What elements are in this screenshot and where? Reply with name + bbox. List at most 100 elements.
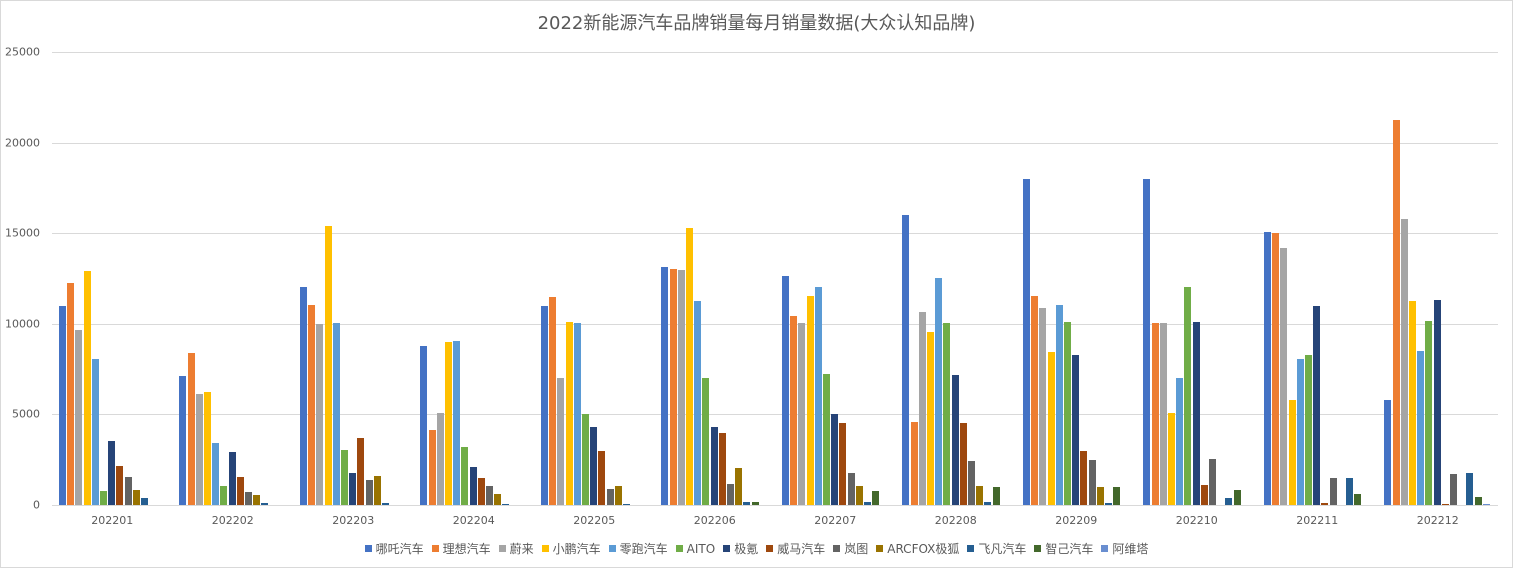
bar bbox=[831, 414, 839, 505]
bar bbox=[943, 323, 951, 505]
y-tick-label: 10000 bbox=[5, 317, 40, 331]
bar bbox=[1113, 487, 1121, 505]
x-tick-label: 202205 bbox=[573, 514, 616, 527]
bar bbox=[565, 322, 573, 505]
bar bbox=[212, 443, 220, 505]
bar bbox=[91, 358, 99, 505]
legend-item: 智己汽车 bbox=[1034, 540, 1093, 557]
y-tick-label: 15000 bbox=[5, 226, 40, 240]
bar bbox=[99, 491, 107, 505]
bar bbox=[1417, 350, 1425, 505]
bar bbox=[1482, 504, 1490, 505]
y-tick-label: 25000 bbox=[5, 45, 40, 59]
bar bbox=[187, 352, 195, 505]
bar bbox=[847, 472, 855, 505]
bar bbox=[1104, 503, 1112, 505]
bar bbox=[461, 447, 469, 505]
bar bbox=[357, 437, 365, 505]
legend-swatch-icon bbox=[431, 545, 439, 552]
bar bbox=[502, 504, 510, 505]
legend-swatch-icon bbox=[723, 545, 731, 552]
bar bbox=[195, 393, 203, 505]
bar bbox=[727, 483, 735, 505]
plot-area bbox=[52, 52, 1498, 505]
legend-swatch-icon bbox=[1101, 545, 1109, 552]
bar bbox=[204, 391, 212, 505]
legend-label: ARCFOX极狐 bbox=[887, 542, 960, 556]
bar bbox=[863, 502, 871, 505]
bar bbox=[1080, 451, 1088, 505]
bar bbox=[1321, 503, 1329, 505]
bar bbox=[365, 480, 373, 505]
x-tick-label: 202206 bbox=[693, 514, 736, 527]
bar bbox=[1159, 323, 1167, 505]
legend-label: 威马汽车 bbox=[777, 542, 826, 556]
legend: 哪吒汽车 理想汽车 蔚来 小鹏汽车 零跑汽车 AITO 极氪 威马汽车 岚图 ARCFOX极狐 飞凡… bbox=[0, 540, 1513, 557]
legend-swatch-icon bbox=[967, 545, 975, 552]
bar bbox=[1296, 358, 1304, 505]
bar bbox=[236, 477, 244, 505]
bar bbox=[486, 485, 494, 505]
bar bbox=[573, 323, 581, 505]
bar bbox=[420, 346, 428, 505]
bar bbox=[220, 485, 228, 505]
legend-label: 蔚来 bbox=[509, 542, 534, 556]
legend-item: 威马汽车 bbox=[766, 540, 825, 557]
legend-label: 小鹏汽车 bbox=[552, 542, 601, 556]
legend-label: 岚图 bbox=[844, 542, 869, 556]
legend-item: 零跑汽车 bbox=[608, 540, 668, 557]
bar bbox=[1184, 287, 1192, 505]
bar bbox=[622, 504, 630, 505]
bar bbox=[590, 427, 598, 505]
bar bbox=[710, 427, 718, 505]
y-tick-label: 0 bbox=[33, 498, 40, 512]
bar bbox=[581, 414, 589, 505]
bar bbox=[718, 433, 726, 505]
bar bbox=[1354, 493, 1362, 505]
chart-title: 2022新能源汽车品牌销量每月销量数据(大众认知品牌) bbox=[537, 13, 976, 34]
bar bbox=[253, 495, 261, 505]
x-tick-label: 202208 bbox=[934, 514, 977, 527]
bar bbox=[976, 485, 984, 505]
bar bbox=[132, 489, 140, 505]
bar bbox=[140, 497, 148, 505]
bar bbox=[67, 282, 75, 505]
bar bbox=[1441, 504, 1449, 505]
bar bbox=[1474, 497, 1482, 505]
x-tick-label: 202203 bbox=[332, 514, 375, 527]
bar bbox=[453, 341, 461, 505]
bar bbox=[1143, 179, 1151, 505]
bar bbox=[108, 441, 116, 505]
bar bbox=[1288, 400, 1296, 505]
bar bbox=[910, 422, 918, 505]
legend-swatch-icon bbox=[608, 545, 616, 552]
bar bbox=[228, 452, 236, 505]
bar bbox=[694, 300, 702, 505]
bar bbox=[959, 422, 967, 505]
legend-swatch-icon bbox=[833, 545, 841, 552]
legend-label: 零跑汽车 bbox=[619, 542, 668, 556]
bar bbox=[669, 269, 677, 505]
legend-item: 极氪 bbox=[723, 540, 758, 557]
bar bbox=[1345, 478, 1353, 505]
bar bbox=[1047, 352, 1055, 505]
bar bbox=[1200, 485, 1208, 505]
bar bbox=[116, 466, 124, 505]
bar bbox=[1176, 377, 1184, 505]
legend-label: 哪吒汽车 bbox=[375, 542, 424, 556]
bar bbox=[1425, 321, 1433, 505]
legend-item: 飞凡汽车 bbox=[967, 540, 1026, 557]
bar bbox=[822, 374, 830, 505]
bar bbox=[806, 296, 814, 505]
bar bbox=[340, 449, 348, 505]
x-tick-label: 202210 bbox=[1175, 514, 1218, 527]
bar bbox=[428, 429, 436, 505]
bar bbox=[1263, 231, 1271, 505]
bar bbox=[702, 377, 710, 505]
bar bbox=[918, 312, 926, 505]
bar bbox=[381, 503, 389, 505]
bar bbox=[1392, 119, 1400, 505]
gridline bbox=[52, 323, 1498, 325]
bar bbox=[1209, 458, 1217, 505]
legend-label: 理想汽车 bbox=[442, 542, 491, 556]
